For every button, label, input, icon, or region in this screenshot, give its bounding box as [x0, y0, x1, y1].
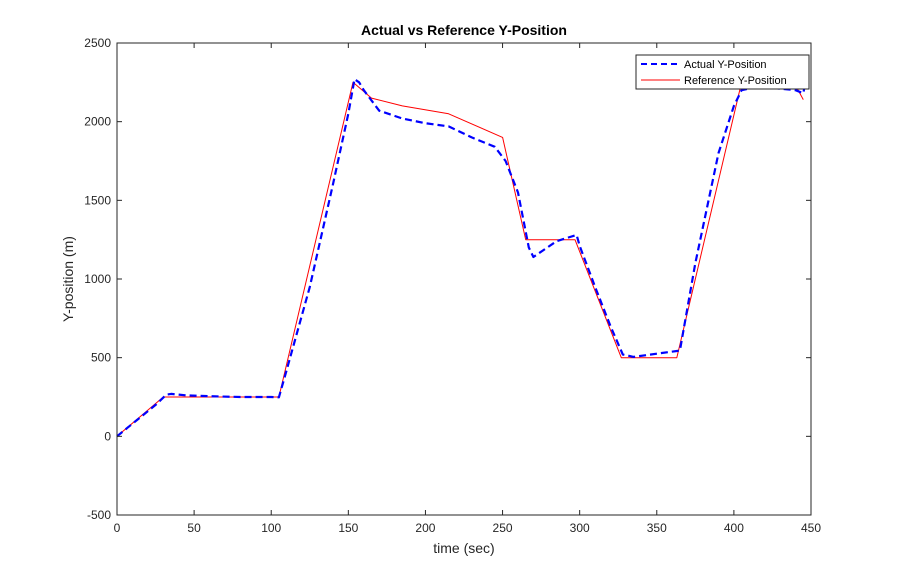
chart-title: Actual vs Reference Y-Position: [361, 22, 567, 38]
y-tick-label: -500: [87, 508, 111, 522]
y-tick-label: 1500: [84, 193, 111, 207]
x-tick-label: 50: [187, 521, 201, 535]
y-tick-label: 2000: [84, 115, 111, 129]
y-tick-label: 500: [91, 351, 111, 365]
x-tick-label: 450: [801, 521, 821, 535]
y-tick-label: 0: [104, 429, 111, 443]
x-tick-label: 100: [261, 521, 281, 535]
ticks-layer: 0 50 100 150 200 250 300 350 400 450-500050010001…: [84, 36, 821, 535]
legend-label-reference: Reference Y-Position: [684, 75, 787, 87]
x-tick-label: 150: [338, 521, 358, 535]
x-tick-label: 350: [647, 521, 667, 535]
legend-box: [635, 54, 810, 90]
series-line-actual: [116, 78, 806, 438]
y-tick-label: 1000: [84, 272, 111, 286]
x-tick-label: 250: [493, 521, 513, 535]
x-tick-label: 0: [114, 521, 121, 535]
x-axis-label: time (sec): [433, 540, 494, 556]
y-axis-label: Y-position (m): [60, 236, 76, 322]
x-tick-label: 300: [570, 521, 590, 535]
x-tick-label: 200: [415, 521, 435, 535]
plot-area: [117, 43, 811, 515]
y-tick-label: 2500: [84, 36, 111, 50]
x-tick-label: 400: [724, 521, 744, 535]
legend: Actual Y-Position Reference Y-Position: [635, 54, 810, 90]
legend-label-actual: Actual Y-Position: [684, 59, 767, 71]
